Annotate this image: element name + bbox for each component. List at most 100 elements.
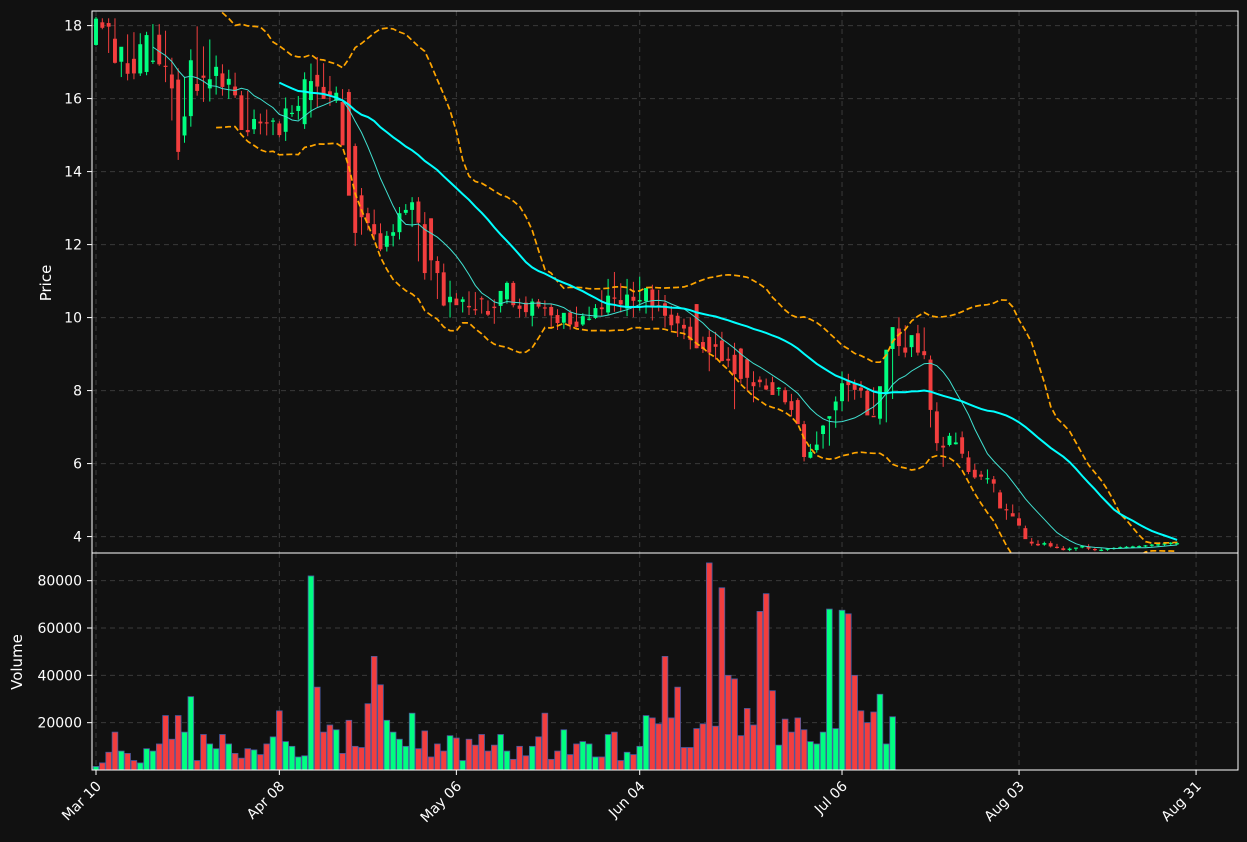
- candle-body: [953, 442, 958, 445]
- volume-y-ticks: 20000 40000 60000 80000: [37, 574, 92, 732]
- candle-body: [877, 386, 882, 419]
- candle-body: [119, 46, 124, 62]
- candle-body: [498, 290, 503, 306]
- volume-bar: [604, 734, 612, 771]
- candle-body: [169, 74, 174, 89]
- volume-bar: [225, 743, 233, 771]
- candle-body: [884, 349, 889, 395]
- volume-bar: [370, 656, 378, 771]
- volume-bar: [257, 754, 264, 771]
- candle-body: [1080, 546, 1085, 548]
- candle-body: [207, 79, 212, 89]
- volume-bar: [187, 696, 195, 771]
- candle-body: [226, 78, 231, 85]
- price-y-ticks: 4 6 8 10 12 14 16 18: [64, 19, 92, 546]
- volume-bar: [680, 747, 688, 771]
- volume-bar: [351, 745, 359, 771]
- candle-body: [1105, 548, 1110, 550]
- candle-body: [618, 300, 623, 305]
- candle-body: [991, 479, 996, 484]
- volume-bar: [219, 734, 226, 771]
- candle-body: [568, 312, 573, 325]
- candle-body: [637, 300, 642, 302]
- volume-bar: [484, 750, 492, 771]
- candle-body: [1010, 513, 1015, 517]
- candle-body: [327, 91, 332, 95]
- volume-bar: [585, 743, 593, 771]
- volume-bar: [288, 745, 296, 771]
- volume-bar: [155, 743, 163, 771]
- candle-body: [770, 382, 775, 395]
- indicator-overlays: [152, 11, 1178, 553]
- volume-bar: [345, 719, 353, 771]
- candle-body: [302, 79, 307, 125]
- candle-body: [808, 451, 813, 458]
- volume-bar: [693, 728, 700, 771]
- volume-bar: [200, 734, 207, 771]
- candle-body: [1156, 544, 1161, 546]
- volume-bar: [737, 735, 745, 771]
- price-grid: [92, 11, 1238, 553]
- panel-frames: [91, 10, 1239, 771]
- price-tick-label: 6: [73, 457, 82, 473]
- volume-bar: [478, 734, 485, 771]
- volume-bar: [661, 656, 669, 771]
- volume-bar: [269, 736, 277, 771]
- candle-body: [663, 303, 667, 316]
- candle-body: [1143, 545, 1148, 547]
- candle-body: [163, 65, 168, 67]
- candle-body: [220, 73, 225, 87]
- candle-body: [441, 272, 446, 306]
- candle-body: [536, 301, 541, 307]
- candle-body: [384, 235, 389, 247]
- volume-bar: [427, 756, 435, 771]
- volume-panel-frame: [91, 552, 1239, 771]
- candle-body: [277, 123, 282, 136]
- volume-bar: [124, 753, 131, 771]
- candle-body: [972, 469, 977, 478]
- candle-body: [1073, 547, 1078, 549]
- candle-body: [321, 86, 326, 99]
- candle-body: [1130, 546, 1135, 548]
- volume-bar: [870, 711, 877, 771]
- volume-bar: [864, 722, 871, 771]
- candle-body: [688, 326, 693, 340]
- volume-bar: [718, 587, 726, 771]
- candle-body: [131, 58, 136, 74]
- volume-bar: [781, 718, 789, 771]
- candle-body: [574, 321, 579, 328]
- candle-body: [675, 315, 680, 324]
- volume-bar: [554, 750, 561, 771]
- volume-bar: [105, 751, 112, 771]
- candle-body: [523, 302, 528, 313]
- candle-body: [353, 146, 358, 233]
- volume-bar: [743, 708, 751, 771]
- volume-bar: [598, 756, 606, 771]
- volume-bar: [339, 753, 346, 771]
- volume-bar: [889, 716, 896, 771]
- candle-body: [296, 105, 301, 112]
- candle-body: [561, 312, 566, 323]
- candle-body: [764, 385, 769, 390]
- volume-bar: [845, 613, 852, 771]
- candle-body: [454, 298, 459, 306]
- candle-body: [1029, 541, 1034, 544]
- candle-body: [201, 75, 206, 78]
- volume-bar: [535, 736, 542, 771]
- candle-body: [435, 261, 440, 274]
- volume-bar: [832, 728, 839, 771]
- candle-body: [1004, 509, 1009, 511]
- volume-bar: [415, 748, 422, 771]
- volume-bar: [687, 747, 694, 771]
- candle-body: [909, 335, 914, 348]
- candle-body: [1048, 543, 1053, 547]
- candle-body: [1017, 518, 1022, 526]
- price-tick-label: 8: [73, 384, 82, 400]
- candle-body: [113, 38, 117, 63]
- volume-bar: [396, 738, 403, 771]
- volume-bar: [636, 745, 643, 771]
- candle-body: [157, 34, 162, 65]
- candle-body: [738, 348, 743, 379]
- volume-bar: [794, 717, 802, 771]
